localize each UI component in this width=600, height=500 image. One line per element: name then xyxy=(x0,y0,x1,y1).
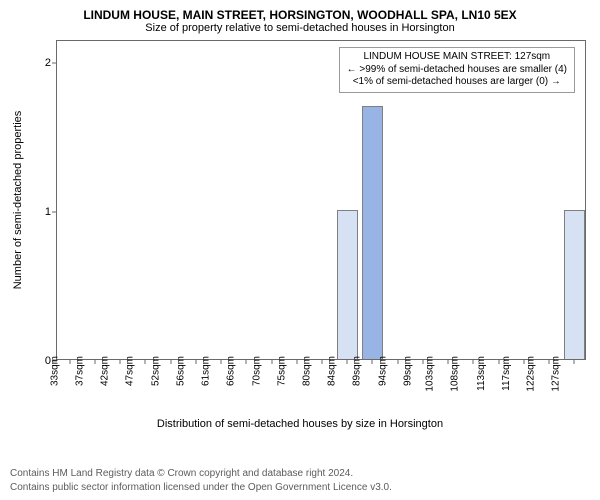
x-tick-label: 56sqm xyxy=(175,356,186,386)
x-tick-label: 33sqm xyxy=(49,356,60,386)
y-tick-label: 0 xyxy=(29,355,51,367)
chart-subtitle: Size of property relative to semi-detach… xyxy=(10,22,590,34)
x-tick-mark xyxy=(372,359,373,364)
bar xyxy=(362,106,383,359)
x-tick-label: 61sqm xyxy=(201,356,212,386)
x-tick-label: 37sqm xyxy=(74,356,85,386)
x-tick-mark xyxy=(120,359,121,364)
x-tick-mark xyxy=(422,359,423,364)
y-axis-label: Number of semi-detached properties xyxy=(12,111,24,290)
bar xyxy=(564,210,585,359)
x-tick-mark xyxy=(347,359,348,364)
y-tick-mark xyxy=(52,63,57,64)
x-tick-label: 89sqm xyxy=(352,356,363,386)
x-tick-mark xyxy=(473,359,474,364)
x-tick-mark xyxy=(498,359,499,364)
x-tick-label: 99sqm xyxy=(402,356,413,386)
x-tick-label: 122sqm xyxy=(526,356,537,392)
chart-annotation: LINDUM HOUSE MAIN STREET: 127sqm← >99% o… xyxy=(339,47,575,93)
x-tick-mark xyxy=(195,359,196,364)
y-tick-label: 1 xyxy=(29,206,51,218)
chart-title: LINDUM HOUSE, MAIN STREET, HORSINGTON, W… xyxy=(10,8,590,22)
annotation-line: <1% of semi-detached houses are larger (… xyxy=(347,76,567,89)
x-tick-label: 127sqm xyxy=(551,356,562,392)
x-tick-mark xyxy=(69,359,70,364)
x-tick-mark xyxy=(322,359,323,364)
x-tick-label: 66sqm xyxy=(226,356,237,386)
x-tick-mark xyxy=(448,359,449,364)
x-tick-label: 47sqm xyxy=(125,356,136,386)
x-tick-mark xyxy=(94,359,95,364)
property-size-chart: LINDUM HOUSE, MAIN STREET, HORSINGTON, W… xyxy=(0,0,600,500)
x-tick-label: 84sqm xyxy=(327,356,338,386)
x-tick-mark xyxy=(145,359,146,364)
x-tick-label: 94sqm xyxy=(377,356,388,386)
x-tick-mark xyxy=(574,359,575,364)
x-tick-label: 42sqm xyxy=(100,356,111,386)
x-tick-mark xyxy=(221,359,222,364)
x-tick-mark xyxy=(271,359,272,364)
x-tick-mark xyxy=(170,359,171,364)
footer-line: Contains HM Land Registry data © Crown c… xyxy=(10,467,392,481)
x-tick-label: 52sqm xyxy=(150,356,161,386)
x-tick-label: 103sqm xyxy=(425,356,436,392)
x-tick-mark xyxy=(549,359,550,364)
x-tick-label: 80sqm xyxy=(301,356,312,386)
bar xyxy=(337,210,358,359)
annotation-line: LINDUM HOUSE MAIN STREET: 127sqm xyxy=(347,51,567,64)
x-tick-label: 113sqm xyxy=(476,356,487,391)
x-tick-label: 117sqm xyxy=(501,356,512,391)
x-tick-mark xyxy=(296,359,297,364)
x-axis-label: Distribution of semi-detached houses by … xyxy=(157,418,443,430)
annotation-line: ← >99% of semi-detached houses are small… xyxy=(347,64,567,77)
x-tick-label: 75sqm xyxy=(276,356,287,386)
footer-line: Contains public sector information licen… xyxy=(10,481,392,495)
plot-area: 01233sqm37sqm42sqm47sqm52sqm56sqm61sqm66… xyxy=(56,40,586,360)
x-tick-mark xyxy=(397,359,398,364)
x-tick-mark xyxy=(523,359,524,364)
x-tick-mark xyxy=(246,359,247,364)
x-tick-label: 70sqm xyxy=(251,356,262,386)
x-tick-label: 108sqm xyxy=(450,356,461,392)
y-tick-mark xyxy=(52,212,57,213)
y-tick-label: 2 xyxy=(29,57,51,69)
chart-footer: Contains HM Land Registry data © Crown c… xyxy=(10,467,392,494)
